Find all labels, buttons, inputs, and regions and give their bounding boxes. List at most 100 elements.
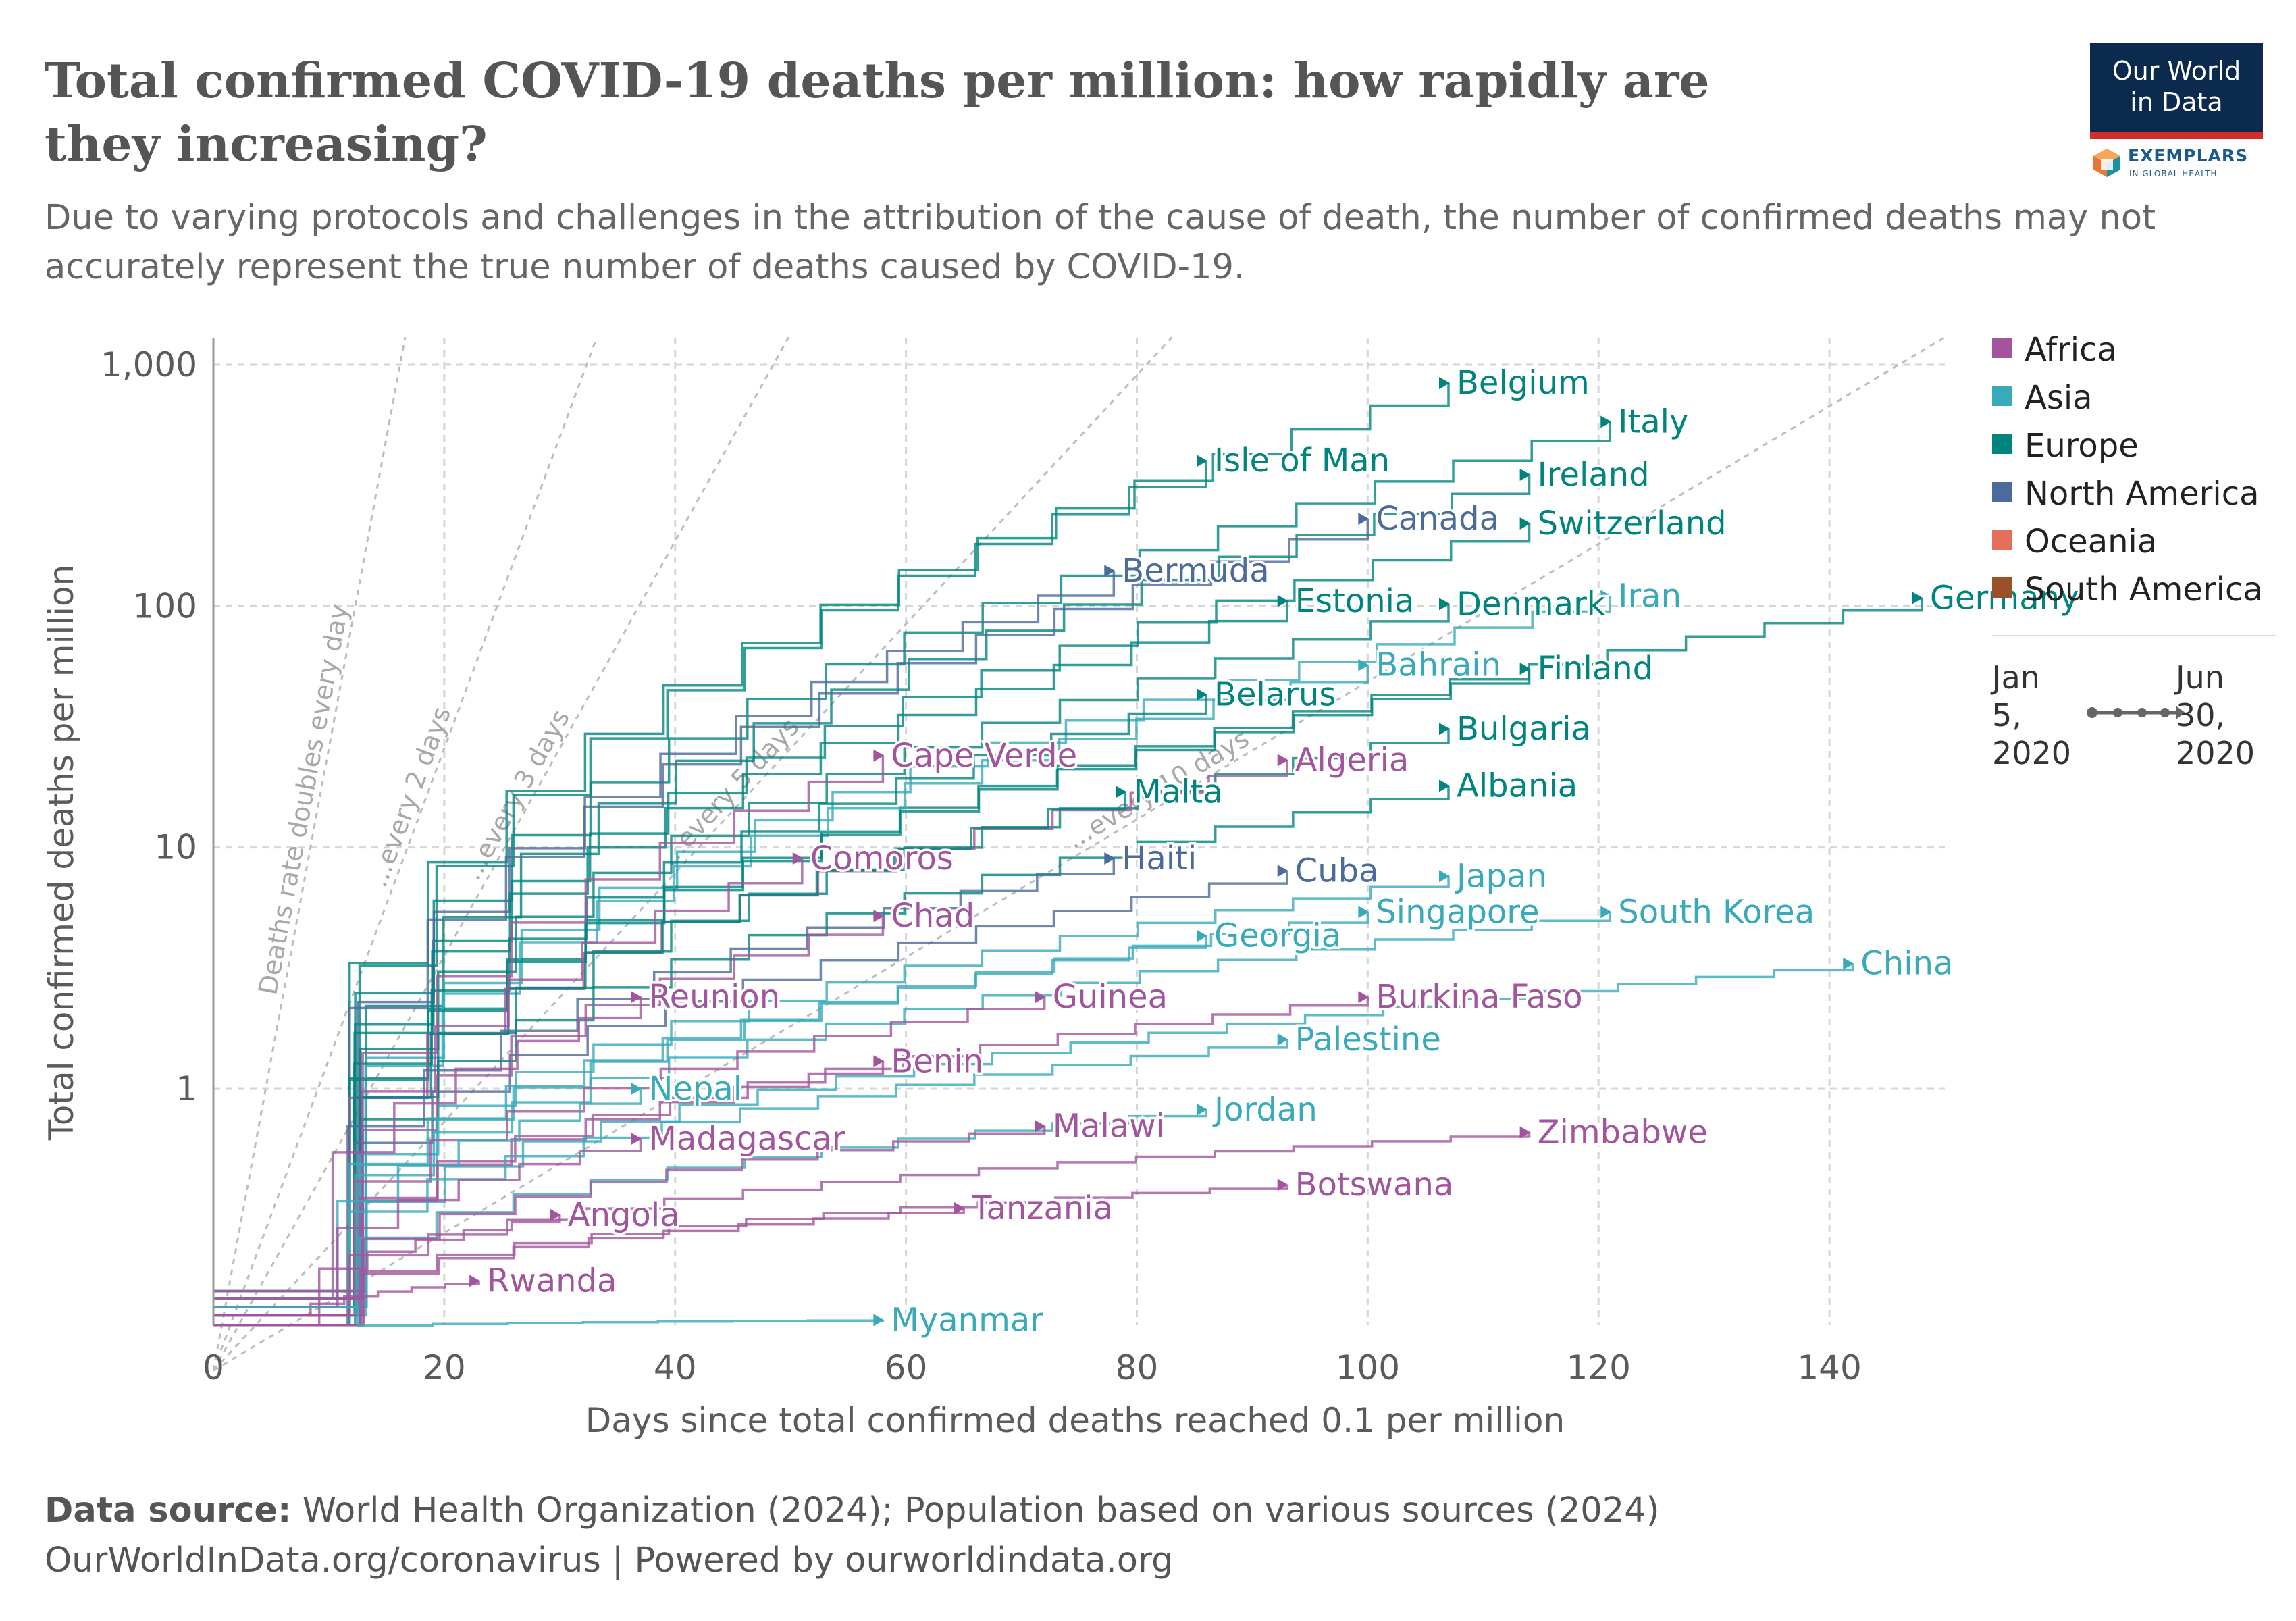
series-label[interactable]: Cape Verde (889, 734, 1080, 777)
owid-logo[interactable]: Our World in Data (2090, 43, 2263, 139)
series-line[interactable] (213, 755, 885, 1327)
series-label[interactable]: Chad (889, 895, 977, 937)
series-label[interactable]: Bahrain (1374, 644, 1504, 686)
series-label[interactable]: Madagascar (646, 1118, 847, 1160)
legend-item-asia[interactable]: Asia (1992, 372, 2276, 417)
x-tick-label: 40 (654, 1348, 697, 1387)
series-line[interactable] (213, 858, 1116, 1327)
series-line[interactable] (213, 461, 1207, 1308)
series-label[interactable]: Italy (1616, 401, 1691, 443)
series-line[interactable] (213, 786, 1450, 1300)
legend-item-europe[interactable]: Europe (1992, 420, 2276, 465)
legend-label: Asia (2025, 379, 2093, 417)
series-line[interactable] (213, 997, 1046, 1293)
series-line[interactable] (213, 669, 1531, 1308)
series-line[interactable] (213, 876, 1450, 1308)
series-label[interactable]: Switzerland (1535, 502, 1729, 544)
series-line[interactable] (213, 571, 1116, 1317)
timeline-control[interactable]: Jan 5, 2020 Jun 30, 2020 (1992, 635, 2276, 771)
legend-item-africa[interactable]: Africa (1992, 324, 2276, 369)
series-line[interactable] (213, 519, 1369, 1293)
series-line[interactable] (213, 997, 1369, 1327)
series-label[interactable]: Tanzania (969, 1187, 1116, 1229)
series-line[interactable] (213, 1305, 885, 1327)
legend-item-north-america[interactable]: North America (1992, 468, 2276, 513)
series-label[interactable]: Cuba (1293, 850, 1381, 892)
series-line[interactable] (213, 1126, 1046, 1327)
series-label[interactable]: Rwanda (485, 1260, 619, 1302)
series-line[interactable] (213, 604, 1450, 1327)
x-tick-label: 100 (1336, 1348, 1400, 1387)
series-label[interactable]: Zimbabwe (1535, 1111, 1710, 1154)
series-label[interactable]: Belgium (1454, 362, 1592, 405)
timeline-slider[interactable] (2085, 702, 2187, 723)
series-label[interactable]: Botswana (1293, 1164, 1456, 1206)
series-line[interactable] (213, 916, 885, 1300)
series-line[interactable] (213, 694, 1207, 1300)
series-end-marker (1438, 779, 1450, 792)
exemplars-logo[interactable]: EXEMPLARS IN GLOBAL HEALTH (2090, 142, 2263, 182)
series-label[interactable]: Denmark (1454, 583, 1608, 625)
series-line[interactable] (213, 871, 1288, 1317)
series-line[interactable] (213, 858, 804, 1293)
series-label[interactable]: Jordan (1210, 1088, 1320, 1131)
series-line[interactable] (213, 935, 1207, 1317)
series-label[interactable]: Bulgaria (1454, 708, 1593, 750)
series-label[interactable]: Guinea (1050, 976, 1170, 1019)
series-line[interactable] (213, 596, 1612, 1308)
series-label[interactable]: Malta (1131, 771, 1225, 813)
series-label[interactable]: Malawi (1050, 1105, 1167, 1148)
series-label[interactable]: Singapore (1374, 891, 1542, 933)
series-label[interactable]: Ireland (1535, 453, 1652, 496)
series-line[interactable] (213, 665, 1369, 1317)
series-end-marker (1277, 754, 1288, 767)
series-end-marker (1912, 592, 1923, 604)
series-label[interactable]: Isle of Man (1212, 440, 1392, 482)
series-end-marker (1104, 852, 1116, 865)
series-label[interactable]: Japan (1452, 855, 1549, 898)
series-label[interactable]: Reunion (646, 976, 783, 1019)
series-label[interactable]: Benin (889, 1040, 986, 1083)
series-label[interactable]: Palestine (1293, 1019, 1443, 1061)
series-label[interactable]: China (1858, 942, 1956, 985)
series-label[interactable]: Bermuda (1120, 550, 1272, 592)
series-label[interactable]: Georgia (1212, 915, 1344, 957)
series-line[interactable] (213, 600, 1288, 1293)
series-end-marker (1197, 1103, 1208, 1116)
series-line[interactable] (213, 1139, 642, 1308)
series-end-marker (1197, 688, 1208, 701)
series-line[interactable] (213, 1089, 642, 1300)
series-label[interactable]: Belarus (1212, 673, 1338, 716)
series-label[interactable]: Estonia (1293, 580, 1417, 622)
series-line[interactable] (213, 1214, 561, 1327)
series-line[interactable] (213, 1281, 480, 1317)
series-line[interactable] (213, 912, 1369, 1293)
series-line[interactable] (213, 523, 1531, 1327)
series-line[interactable] (213, 963, 1854, 1308)
series-label[interactable]: South Korea (1616, 891, 1817, 933)
series-label[interactable]: Comoros (808, 838, 956, 880)
series-line[interactable] (213, 1039, 1288, 1308)
series-end-marker (1438, 377, 1450, 390)
series-label[interactable]: Canada (1374, 498, 1502, 540)
series-line[interactable] (213, 792, 1127, 1308)
series-line[interactable] (213, 1109, 1207, 1293)
series-line[interactable] (213, 474, 1531, 1300)
legend-item-oceania[interactable]: Oceania (1992, 516, 2276, 561)
series-line[interactable] (213, 997, 642, 1300)
reference-line (212, 336, 598, 1371)
series-label[interactable]: Myanmar (889, 1299, 1046, 1341)
series-label[interactable]: Nepal (646, 1068, 745, 1110)
series-end-marker (1358, 513, 1369, 525)
series-label[interactable]: Iran (1616, 575, 1684, 617)
series-line[interactable] (213, 1208, 965, 1293)
source-url[interactable]: OurWorldInData.org/coronavirus | Powered… (45, 1541, 1174, 1580)
series-label[interactable]: Finland (1535, 648, 1656, 690)
series-label[interactable]: Albania (1454, 765, 1580, 807)
legend-item-south-america[interactable]: South America (1992, 564, 2276, 609)
series-label[interactable]: Burkina Faso (1374, 976, 1585, 1019)
series-label[interactable]: Algeria (1293, 739, 1411, 781)
series-label[interactable]: Haiti (1120, 838, 1199, 880)
legend-swatch (1992, 530, 2012, 550)
series-label[interactable]: Angola (565, 1193, 682, 1236)
